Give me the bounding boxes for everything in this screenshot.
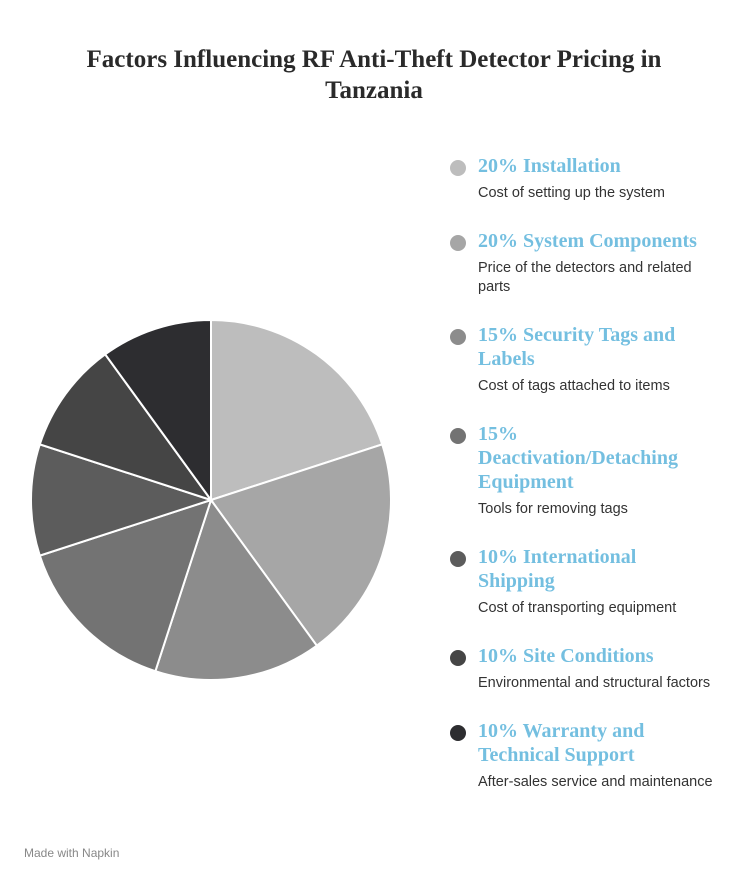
legend-description: Cost of tags attached to items [478,378,670,394]
legend-value: 20% [478,230,518,252]
chart-title: Factors Influencing RF Anti-Theft Detect… [86,46,662,104]
legend-label: 15% Deactivation/Detaching Equipment [478,422,718,494]
legend-label: 20% System Components [478,229,718,253]
legend-category: International Shipping [478,546,637,592]
legend-item: 10% Warranty and Technical Support After-… [448,719,718,792]
legend-label: 10% Warranty and Technical Support [478,719,718,767]
legend-value: 15% [478,423,518,445]
legend-dot [450,725,466,741]
legend-item: 20% Installation Cost of setting up the s… [448,154,718,203]
legend-dot [450,235,466,251]
footer: Made with Napkin [24,846,120,860]
legend-label: 10% Site Conditions [478,644,718,668]
legend-description: Tools for removing tags [478,501,628,517]
legend: 20% Installation Cost of setting up the s… [448,154,718,818]
legend-value: 20% [478,155,518,177]
legend-category: Installation [523,155,621,177]
pie-slice [154,497,319,681]
legend-description: After-sales service and maintenance [478,774,713,790]
legend-description: Environmental and structural factors [478,675,711,691]
pie-slice [38,498,213,673]
legend-dot [450,329,466,345]
legend-category: Warranty and Technical Support [478,720,645,766]
pie-slice [210,318,384,502]
legend-category: System Components [523,230,697,252]
legend-label: 15% Security Tags and Labels [478,323,718,371]
legend-value: 10% [478,546,518,568]
legend-dot [450,428,466,444]
legend-item: 15% Security Tags and Labels Cost of tags… [448,323,718,396]
legend-category: Deactivation/Detaching Equipment [478,447,678,493]
legend-category: Security Tags and Labels [478,324,676,370]
pie-slice [103,318,212,504]
legend-category: Site Conditions [523,645,654,667]
legend-item: 10% International Shipping Cost of transp… [448,545,718,618]
legend-dot [450,551,466,567]
legend-dot [450,650,466,666]
legend-description: Price of the detectors and related parts [478,260,692,295]
pie-slice [38,352,214,502]
legend-item: 20% System Components Price of the detect… [448,229,718,297]
legend-item: 10% Site Conditions Environmental and str… [448,644,718,693]
legend-value: 10% [478,645,518,667]
pie-slice [209,443,392,648]
legend-description: Cost of setting up the system [478,185,665,201]
legend-dot [450,160,466,176]
legend-description: Cost of transporting equipment [478,600,677,616]
legend-label: 20% Installation [478,154,718,178]
legend-value: 15% [478,324,518,346]
legend-label: 10% International Shipping [478,545,718,593]
legend-value: 10% [478,720,518,742]
pie-chart [30,318,392,681]
pie-slice [30,443,215,557]
legend-item: 15% Deactivation/Detaching Equipment Tool… [448,422,718,519]
